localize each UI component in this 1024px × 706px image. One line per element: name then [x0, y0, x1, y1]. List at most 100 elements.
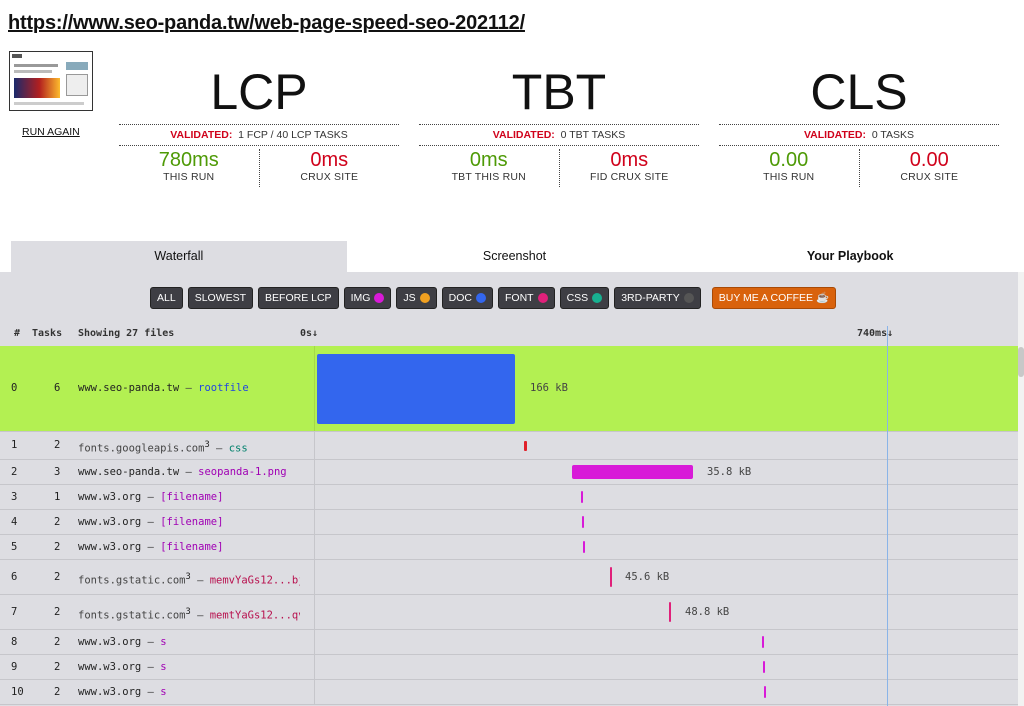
- waterfall-bar[interactable]: [581, 491, 583, 503]
- crux-label: CRUX SITE: [300, 171, 359, 183]
- table-row[interactable]: 6 2 fonts.gstatic.com3 – memvYaGs12...bj 45…: [0, 560, 1018, 595]
- row-tasks: 3: [54, 466, 61, 478]
- waterfall-bar[interactable]: [762, 636, 764, 648]
- filter-css-button[interactable]: CSS: [559, 287, 610, 309]
- crux-cell: 0ms CRUX SITE: [260, 149, 400, 187]
- col-files-header[interactable]: Showing 27 files: [78, 328, 175, 339]
- row-file[interactable]: fonts.googleapis.com3 – css: [78, 440, 248, 455]
- waterfall-bar[interactable]: [317, 353, 515, 424]
- row-file[interactable]: www.w3.org – s: [78, 661, 167, 673]
- row-file[interactable]: www.w3.org – s: [78, 686, 167, 698]
- row-tasks: 2: [54, 541, 61, 553]
- this-run-cell: 780ms THIS RUN: [119, 149, 260, 187]
- row-tasks: 2: [54, 606, 61, 618]
- row-domain: www.w3.org: [78, 636, 142, 648]
- page-url-link[interactable]: https://www.seo-panda.tw/web-page-speed-…: [8, 12, 525, 34]
- row-resource: seopanda-1.png: [198, 466, 287, 478]
- table-row[interactable]: 5 2 www.w3.org – [filename]: [0, 535, 1018, 560]
- filter-slowest-button[interactable]: SLOWEST: [187, 287, 254, 309]
- waterfall-bar[interactable]: [610, 567, 612, 587]
- row-domain: fonts.gstatic.com: [78, 609, 186, 622]
- row-resource: s: [160, 686, 167, 698]
- row-tasks: 1: [54, 491, 61, 503]
- metric-tbt: TBT VALIDATED: 0 TBT TASKS 0ms TBT THIS …: [419, 62, 699, 187]
- row-size: 45.6 kB: [625, 571, 670, 583]
- crux-cell: 0.00 CRUX SITE: [860, 149, 1000, 187]
- table-row[interactable]: 4 2 www.w3.org – [filename]: [0, 510, 1018, 535]
- waterfall-bar[interactable]: [582, 516, 584, 528]
- filter-doc-button[interactable]: DOC: [441, 287, 494, 309]
- row-resource: css: [228, 442, 248, 455]
- filter-img-button[interactable]: IMG: [343, 287, 392, 309]
- row-file[interactable]: www.seo-panda.tw – rootfile: [78, 382, 249, 394]
- row-size: 166 kB: [530, 382, 568, 394]
- waterfall-panel: [0, 272, 1018, 706]
- row-index: 0: [11, 382, 18, 394]
- row-file[interactable]: www.seo-panda.tw – seopanda-1.png: [78, 466, 287, 478]
- row-tasks: 2: [54, 571, 61, 583]
- buy-me-a-coffee-button[interactable]: BUY ME A COFFEE ☕: [711, 287, 837, 309]
- this-run-value: 0.00: [769, 149, 809, 171]
- tab-screenshot[interactable]: Screenshot: [346, 241, 683, 272]
- table-row[interactable]: 1 2 fonts.googleapis.com3 – css: [0, 432, 1018, 460]
- table-row[interactable]: 2 3 www.seo-panda.tw – seopanda-1.png 35.8 …: [0, 460, 1018, 485]
- timeline-start-label: 0s↓: [300, 328, 319, 339]
- table-row[interactable]: 0 6 www.seo-panda.tw – rootfile 166 kB: [0, 346, 1018, 432]
- row-tasks: 6: [54, 382, 61, 394]
- row-index: 4: [11, 516, 18, 528]
- filter-before-lcp-button[interactable]: BEFORE LCP: [258, 287, 339, 309]
- filter-font-button[interactable]: FONT: [498, 287, 555, 309]
- row-resource: memtYaGs12...qv: [209, 609, 300, 622]
- tab-waterfall[interactable]: Waterfall: [11, 241, 347, 272]
- lcp-marker-line: [887, 326, 888, 706]
- this-run-label: THIS RUN: [163, 171, 215, 183]
- table-row[interactable]: 3 1 www.w3.org – [filename]: [0, 485, 1018, 510]
- waterfall-bar[interactable]: [669, 602, 671, 622]
- row-tasks: 2: [54, 516, 61, 528]
- page-screenshot-thumbnail[interactable]: [9, 51, 93, 111]
- table-row[interactable]: 9 2 www.w3.org – s: [0, 655, 1018, 680]
- row-index: 3: [11, 491, 18, 503]
- metric-title: CLS: [810, 64, 908, 120]
- row-index: 1: [11, 439, 18, 451]
- row-file[interactable]: www.w3.org – s: [78, 636, 167, 648]
- row-tasks: 2: [54, 636, 61, 648]
- row-index: 7: [11, 606, 18, 618]
- row-index: 5: [11, 541, 18, 553]
- tab-your-playbook[interactable]: Your Playbook: [682, 241, 1019, 272]
- third-party-marker: 3: [185, 607, 191, 617]
- filter-all-button[interactable]: ALL: [150, 287, 183, 309]
- metric-lcp: LCP VALIDATED: 1 FCP / 40 LCP TASKS 780m…: [119, 62, 399, 187]
- row-resource: [filename]: [160, 541, 224, 553]
- run-again-link[interactable]: RUN AGAIN: [22, 126, 80, 138]
- row-resource: s: [160, 636, 167, 648]
- table-row[interactable]: 8 2 www.w3.org – s: [0, 630, 1018, 655]
- row-file[interactable]: www.w3.org – [filename]: [78, 491, 224, 503]
- row-size: 35.8 kB: [707, 466, 752, 478]
- waterfall-bar[interactable]: [763, 661, 765, 673]
- table-row[interactable]: 10 2 www.w3.org – s: [0, 680, 1018, 705]
- type-color-dot: [683, 293, 694, 303]
- row-file[interactable]: www.w3.org – [filename]: [78, 541, 224, 553]
- row-domain: www.w3.org: [78, 661, 142, 673]
- row-file[interactable]: fonts.gstatic.com3 – memvYaGs12...bj: [78, 560, 300, 598]
- row-file[interactable]: www.w3.org – [filename]: [78, 516, 224, 528]
- row-file[interactable]: fonts.gstatic.com3 – memtYaGs12...qv: [78, 595, 300, 633]
- waterfall-bar[interactable]: [524, 440, 527, 451]
- filter-js-button[interactable]: JS: [396, 287, 437, 309]
- row-resource: s: [160, 661, 167, 673]
- row-index: 10: [11, 686, 24, 698]
- waterfall-bar[interactable]: [583, 541, 585, 553]
- type-color-dot: [419, 293, 430, 303]
- row-domain: www.seo-panda.tw: [78, 382, 180, 394]
- scrollbar[interactable]: [1018, 272, 1024, 706]
- table-row[interactable]: 7 2 fonts.gstatic.com3 – memtYaGs12...qv 48…: [0, 595, 1018, 630]
- filter-3rd-party-button[interactable]: 3RD-PARTY: [614, 287, 701, 309]
- crux-cell: 0ms FID CRUX SITE: [560, 149, 700, 187]
- col-tasks-header: Tasks: [32, 328, 63, 339]
- waterfall-bar[interactable]: [764, 686, 766, 698]
- waterfall-bar[interactable]: [572, 465, 693, 479]
- crux-label: FID CRUX SITE: [590, 171, 669, 183]
- row-index: 9: [11, 661, 18, 673]
- validated-row: VALIDATED: 1 FCP / 40 LCP TASKS: [119, 124, 399, 146]
